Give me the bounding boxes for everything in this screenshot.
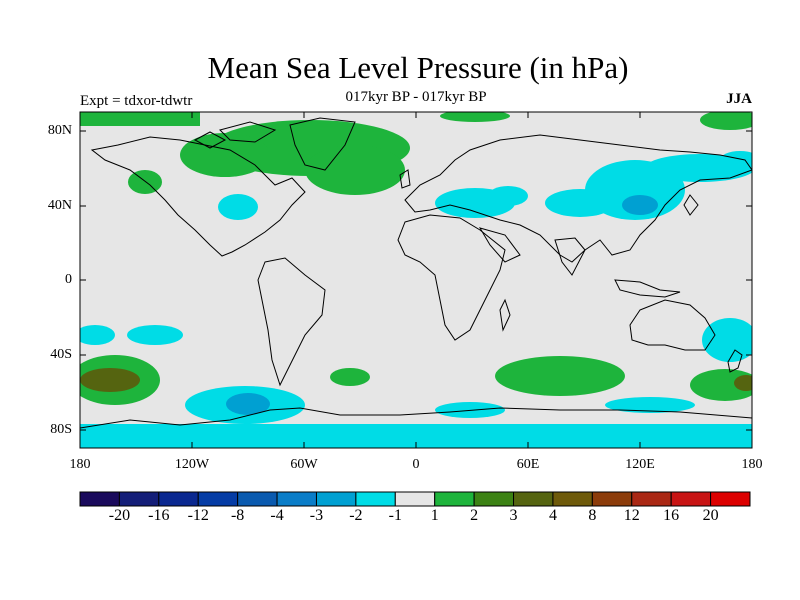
colorbar-label: -2: [349, 507, 363, 524]
strong-positive-anomaly-regions: [80, 368, 752, 392]
colorbar-label: 4: [548, 507, 557, 524]
season-label: JJA: [726, 91, 752, 107]
colorbar-label: -12: [187, 507, 209, 524]
lon-tick-label: 120W: [174, 457, 210, 472]
colorbar-swatch: [394, 491, 436, 507]
colorbar-swatch: [355, 491, 396, 507]
colorbar-label: -3: [309, 507, 324, 524]
colorbar-label: -20: [108, 507, 131, 524]
colorbar-swatch: [237, 491, 278, 507]
lat-tick-label: 40N: [47, 198, 72, 213]
colorbar-swatch: [513, 491, 554, 507]
lon-tick-label: 120E: [625, 457, 655, 472]
colorbar-swatch: [197, 491, 239, 507]
lon-tick-label: 60W: [290, 457, 318, 472]
colorbar-swatch: [473, 491, 515, 507]
strong-negative-anomaly-regions: [226, 195, 658, 415]
colorbar-swatch: [631, 491, 672, 507]
lat-tick-label: 80N: [47, 123, 72, 138]
colorbar-swatch: [158, 491, 199, 507]
lat-tick-label: 80S: [50, 422, 72, 437]
colorbar-swatches: [79, 491, 751, 507]
colorbar-label: -8: [230, 507, 245, 524]
chart-subtitle: 017kyr BP - 017kyr BP: [345, 89, 487, 105]
colorbar-swatch: [276, 491, 317, 507]
colorbar-label: 1: [430, 507, 439, 524]
colorbar-swatch: [552, 491, 593, 507]
positive-anomaly-regions: [80, 112, 752, 405]
coastlines: [80, 117, 752, 429]
colorbar-label: 3: [509, 507, 518, 524]
colorbar-label: 20: [702, 507, 719, 524]
colorbar-swatch: [710, 491, 751, 507]
colorbar-label: 16: [663, 507, 680, 524]
colorbar-label: -1: [388, 507, 402, 524]
pressure-anomaly-fields: [80, 112, 752, 448]
colorbar-label: -16: [148, 507, 170, 524]
colorbar-swatch: [315, 491, 357, 507]
lat-tick-label: 40S: [50, 347, 72, 362]
experiment-label: Expt = tdxor-tdwtr: [80, 93, 193, 109]
map-ticks: [80, 112, 752, 448]
lon-tick-label: 60E: [516, 457, 540, 472]
chart-title: Mean Sea Level Pressure (in hPa): [207, 50, 629, 85]
lat-tick-label: 0: [65, 272, 72, 287]
colorbar-swatch: [434, 491, 475, 507]
colorbar-label: 2: [470, 507, 479, 524]
colorbar-swatch: [591, 491, 633, 507]
colorbar-label: 8: [588, 507, 597, 524]
colorbar-label: -4: [270, 507, 284, 524]
colorbar-swatch: [670, 491, 712, 507]
colorbar-swatch: [118, 491, 160, 507]
lon-tick-label: 180: [741, 457, 763, 472]
colorbar-swatch: [79, 491, 120, 507]
lon-tick-label: 0: [412, 457, 420, 472]
colorbar-label: 12: [623, 507, 640, 524]
lon-tick-label: 180: [69, 457, 91, 472]
